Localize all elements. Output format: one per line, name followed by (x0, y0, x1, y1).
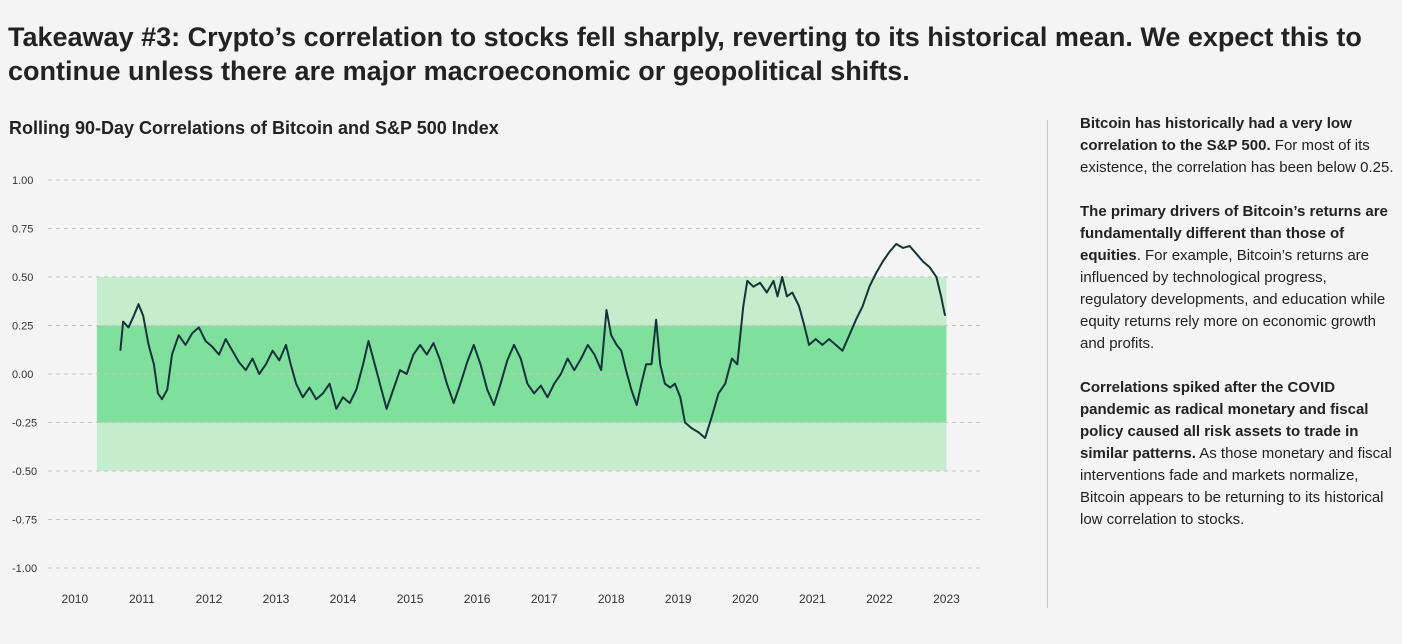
y-tick-label: -0.50 (12, 466, 37, 478)
headline: Takeaway #3: Crypto’s correlation to sto… (8, 22, 1362, 86)
series-line (119, 243, 947, 439)
x-tick-label: 2020 (732, 592, 759, 606)
divider (1047, 120, 1048, 608)
commentary-panel: Bitcoin has historically had a very low … (1080, 113, 1395, 553)
x-tick-label: 2013 (263, 592, 290, 606)
commentary-3-text: As those monetary and fiscal interventio… (1080, 445, 1392, 528)
y-tick-label: 0.75 (12, 224, 33, 236)
commentary-1-text: For most of its existence, the correlati… (1080, 137, 1394, 176)
y-tick-label: -0.25 (12, 418, 37, 430)
y-tick-label: 0.00 (12, 369, 33, 381)
x-tick-label: 2016 (464, 592, 491, 606)
x-tick-label: 2010 (61, 592, 88, 606)
commentary-2-text: . For example, Bitcoin’s returns are inf… (1080, 247, 1386, 352)
y-tick-label: 0.50 (12, 272, 33, 284)
x-tick-label: 2022 (866, 592, 893, 606)
x-tick-label: 2017 (531, 592, 558, 606)
x-tick-label: 2023 (933, 592, 960, 606)
correlation-chart: 1.00 0.75 0.50 0.25 0.00 -0.25 -0.50 -0.75 -1.00… (12, 175, 980, 606)
x-tick-label: 2011 (129, 592, 155, 606)
commentary-paragraph-1: Bitcoin has historically had a very low … (1080, 113, 1395, 179)
y-tick-label: 0.25 (12, 321, 33, 333)
x-tick-label: 2014 (330, 592, 357, 606)
commentary-1-bold: Bitcoin has historically had a very low … (1080, 115, 1352, 154)
y-tick-label: -0.75 (12, 515, 37, 527)
x-tick-label: 2015 (397, 592, 424, 606)
x-tick-label: 2019 (665, 592, 692, 606)
commentary-paragraph-2: The primary drivers of Bitcoin’s returns… (1080, 201, 1395, 355)
y-tick-label: -1.00 (12, 563, 37, 575)
chart-title: Rolling 90-Day Correlations of Bitcoin a… (9, 118, 499, 138)
commentary-3-bold: Correlations spiked after the COVID pand… (1080, 379, 1369, 462)
commentary-paragraph-3: Correlations spiked after the COVID pand… (1080, 377, 1395, 531)
x-tick-label: 2018 (598, 592, 625, 606)
commentary-2-bold: The primary drivers of Bitcoin’s returns… (1080, 203, 1388, 264)
y-tick-label: 1.00 (12, 175, 33, 187)
x-tick-label: 2021 (799, 592, 826, 606)
x-tick-label: 2012 (196, 592, 223, 606)
